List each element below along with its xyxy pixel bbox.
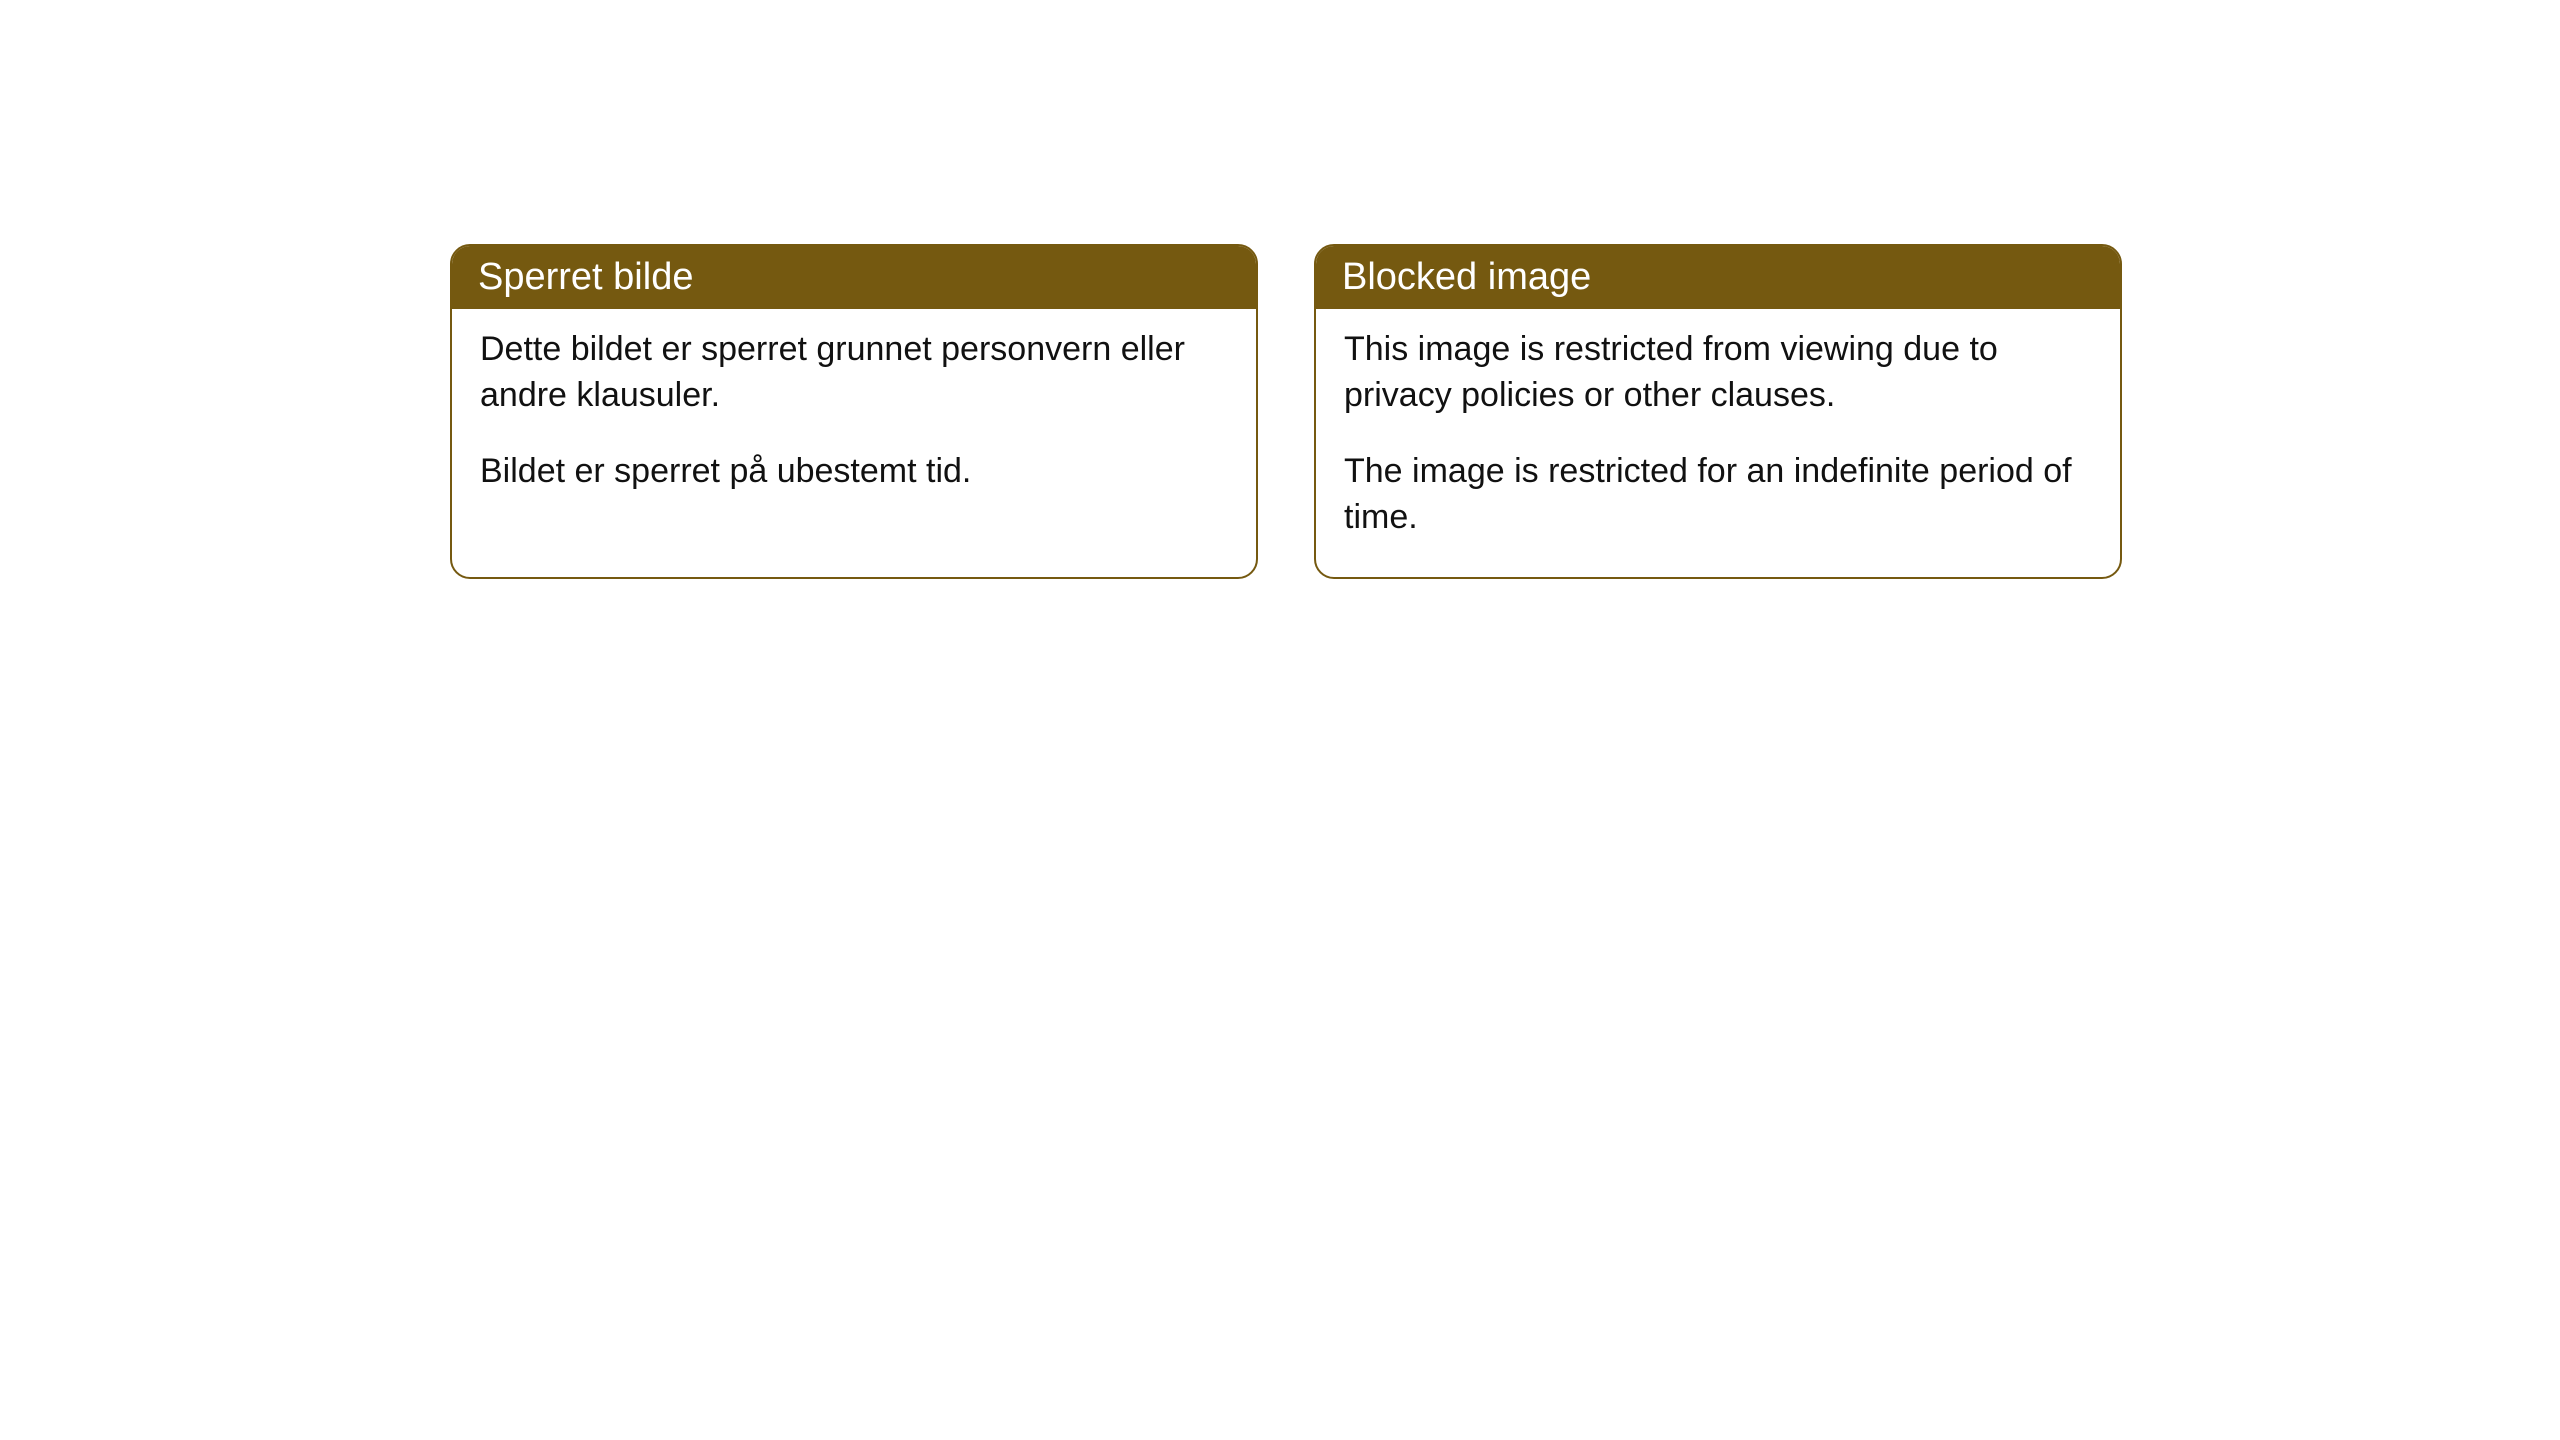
notice-paragraph: The image is restricted for an indefinit… <box>1344 449 2092 541</box>
notice-paragraph: Bildet er sperret på ubestemt tid. <box>480 449 1228 495</box>
notice-card-norwegian: Sperret bilde Dette bildet er sperret gr… <box>450 244 1258 579</box>
notice-paragraph: This image is restricted from viewing du… <box>1344 327 2092 419</box>
notice-header: Sperret bilde <box>452 246 1256 309</box>
notice-header: Blocked image <box>1316 246 2120 309</box>
notice-container: Sperret bilde Dette bildet er sperret gr… <box>450 244 2122 579</box>
notice-title: Blocked image <box>1342 256 1591 298</box>
notice-title: Sperret bilde <box>478 256 693 298</box>
notice-paragraph: Dette bildet er sperret grunnet personve… <box>480 327 1228 419</box>
notice-body: This image is restricted from viewing du… <box>1316 309 2120 577</box>
notice-body: Dette bildet er sperret grunnet personve… <box>452 309 1256 531</box>
notice-card-english: Blocked image This image is restricted f… <box>1314 244 2122 579</box>
